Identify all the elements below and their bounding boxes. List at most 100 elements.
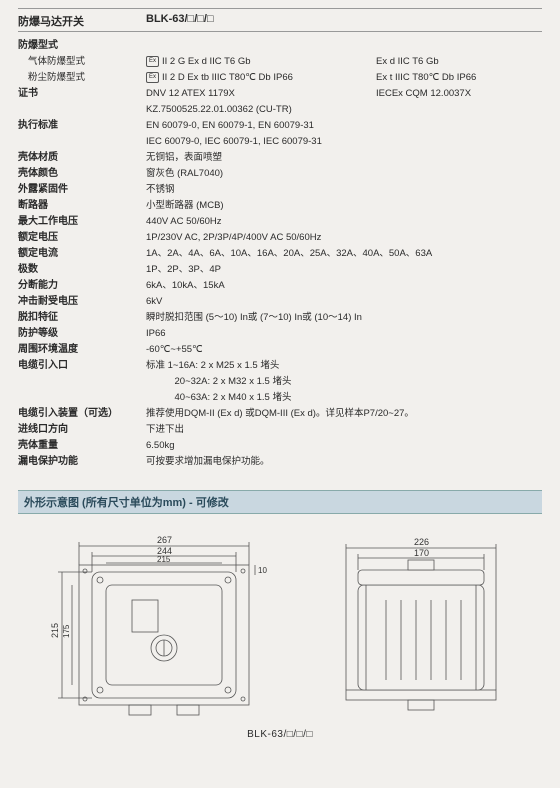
spec-row: 20~32A: 2 x M32 x 1.5 堵头 xyxy=(18,374,542,390)
spec-label xyxy=(18,390,146,406)
spec-label: 脱扣特征 xyxy=(18,310,146,326)
spec-value: 标准 1~16A: 2 x M25 x 1.5 堵头 xyxy=(146,358,542,374)
ex-marking-icon: Ex xyxy=(146,72,159,83)
spec-value: 1P/230V AC, 2P/3P/4P/400V AC 50/60Hz xyxy=(146,230,542,246)
spec-row: IEC 60079-0, IEC 60079-1, IEC 60079-31 xyxy=(18,134,542,150)
spec-row: 防爆型式 xyxy=(18,38,542,54)
spec-label: 壳体材质 xyxy=(18,150,146,166)
spec-row: 分断能力6kA、10kA、15kA xyxy=(18,278,542,294)
spec-value: IP66 xyxy=(146,326,542,342)
dim-267: 267 xyxy=(157,535,172,545)
spec-value-1: ExII 2 G Ex d IIC T6 Gb xyxy=(146,54,376,70)
header-row: 防爆马达开关 BLK-63/□/□/□ xyxy=(18,13,542,32)
model-number: BLK-63/□/□/□ xyxy=(146,13,376,29)
spec-row: 壳体材质无铜铝，表面喷塑 xyxy=(18,150,542,166)
spec-value: 1A、2A、4A、6A、10A、16A、20A、25A、32A、40A、50A、… xyxy=(146,246,542,262)
spec-value-2 xyxy=(376,134,542,150)
dimension-diagram: 267 244 215 10 215 175 xyxy=(18,524,542,725)
spec-label: 额定电压 xyxy=(18,230,146,246)
spec-row: 执行标准EN 60079-0, EN 60079-1, EN 60079-31 xyxy=(18,118,542,134)
spec-row: 气体防爆型式ExII 2 G Ex d IIC T6 GbEx d IIC T6… xyxy=(18,54,542,70)
spec-value: 1P、2P、3P、4P xyxy=(146,262,542,278)
dim-215b: 215 xyxy=(50,623,60,638)
spec-row: 额定电流1A、2A、4A、6A、10A、16A、20A、25A、32A、40A、… xyxy=(18,246,542,262)
spec-label: 电缆引入装置（可选） xyxy=(18,406,146,422)
spec-value: -60℃~+55℃ xyxy=(146,342,542,358)
spec-label: 周围环境温度 xyxy=(18,342,146,358)
dim-226: 226 xyxy=(414,537,429,547)
spec-label: 执行标准 xyxy=(18,118,146,134)
spec-value: 无铜铝，表面喷塑 xyxy=(146,150,542,166)
spec-label: 粉尘防爆型式 xyxy=(18,70,146,86)
side-view-svg: 226 170 xyxy=(316,530,526,725)
dim-10: 10 xyxy=(258,566,267,575)
dim-175: 175 xyxy=(62,624,71,638)
spec-label: 最大工作电压 xyxy=(18,214,146,230)
spec-table: 防爆型式气体防爆型式ExII 2 G Ex d IIC T6 GbEx d II… xyxy=(18,38,542,470)
spec-row: 壳体重量6.50kg xyxy=(18,438,542,454)
dim-170: 170 xyxy=(414,548,429,558)
spec-label: 外露紧固件 xyxy=(18,182,146,198)
spec-value: 6kV xyxy=(146,294,542,310)
spec-value: 6kA、10kA、15kA xyxy=(146,278,542,294)
spec-label: 证书 xyxy=(18,86,146,102)
spec-row: 极数1P、2P、3P、4P xyxy=(18,262,542,278)
spec-row: KZ.7500525.22.01.00362 (CU-TR) xyxy=(18,102,542,118)
spec-label: 防护等级 xyxy=(18,326,146,342)
spec-value: 可按要求增加漏电保护功能。 xyxy=(146,454,542,470)
spec-value-1: IEC 60079-0, IEC 60079-1, IEC 60079-31 xyxy=(146,134,376,150)
spec-label: 漏电保护功能 xyxy=(18,454,146,470)
spec-value-2 xyxy=(376,102,542,118)
spec-label: 极数 xyxy=(18,262,146,278)
spec-row: 周围环境温度-60℃~+55℃ xyxy=(18,342,542,358)
spec-label: 分断能力 xyxy=(18,278,146,294)
spec-row: 40~63A: 2 x M40 x 1.5 堵头 xyxy=(18,390,542,406)
spec-value-1: KZ.7500525.22.01.00362 (CU-TR) xyxy=(146,102,376,118)
section-title-dimensions: 外形示意图 (所有尺寸单位为mm) - 可修改 xyxy=(18,490,542,514)
spec-label xyxy=(18,374,146,390)
spec-row: 额定电压1P/230V AC, 2P/3P/4P/400V AC 50/60Hz xyxy=(18,230,542,246)
spec-label: 气体防爆型式 xyxy=(18,54,146,70)
spec-value: 小型断路器 (MCB) xyxy=(146,198,542,214)
spec-row: 最大工作电压440V AC 50/60Hz xyxy=(18,214,542,230)
spec-label: 断路器 xyxy=(18,198,146,214)
spec-value-1: ExII 2 D Ex tb IIIC T80℃ Db IP66 xyxy=(146,70,376,86)
spec-row: 粉尘防爆型式ExII 2 D Ex tb IIIC T80℃ Db IP66Ex… xyxy=(18,70,542,86)
spec-row: 壳体颜色窗灰色 (RAL7040) xyxy=(18,166,542,182)
spec-value: 20~32A: 2 x M32 x 1.5 堵头 xyxy=(146,374,542,390)
spec-row: 进线口方向下进下出 xyxy=(18,422,542,438)
spec-label: 电缆引入口 xyxy=(18,358,146,374)
spec-label: 进线口方向 xyxy=(18,422,146,438)
spec-row: 脱扣特征瞬时脱扣范围 (5～10) In或 (7～10) In或 (10～14)… xyxy=(18,310,542,326)
spec-value: 瞬时脱扣范围 (5～10) In或 (7～10) In或 (10～14) In xyxy=(146,310,542,326)
spec-value: 40~63A: 2 x M40 x 1.5 堵头 xyxy=(146,390,542,406)
spec-row: 断路器小型断路器 (MCB) xyxy=(18,198,542,214)
spec-row: 电缆引入装置（可选）推荐使用DQM-II (Ex d) 或DQM-III (Ex… xyxy=(18,406,542,422)
dim-215a: 215 xyxy=(157,555,171,564)
spec-label: 壳体颜色 xyxy=(18,166,146,182)
spec-value: 6.50kg xyxy=(146,438,542,454)
spec-value: 不锈钢 xyxy=(146,182,542,198)
spec-row: 外露紧固件不锈钢 xyxy=(18,182,542,198)
spec-value-1: EN 60079-0, EN 60079-1, EN 60079-31 xyxy=(146,118,376,134)
spec-value-2: Ex t IIIC T80℃ Db IP66 xyxy=(376,70,542,86)
ex-marking-icon: Ex xyxy=(146,56,159,67)
spec-label xyxy=(18,102,146,118)
front-view-svg: 267 244 215 10 215 175 xyxy=(34,530,284,725)
spec-value: 窗灰色 (RAL7040) xyxy=(146,166,542,182)
spec-label: 防爆型式 xyxy=(18,38,146,54)
spec-label: 壳体重量 xyxy=(18,438,146,454)
spec-value: 推荐使用DQM-II (Ex d) 或DQM-III (Ex d)。详见样本P7… xyxy=(146,406,542,422)
spec-label: 额定电流 xyxy=(18,246,146,262)
spec-value-1: DNV 12 ATEX 1179X xyxy=(146,86,376,102)
spec-value-2 xyxy=(376,118,542,134)
page-title: 防爆马达开关 xyxy=(18,13,146,29)
spec-row: 证书DNV 12 ATEX 1179XIECEx CQM 12.0037X xyxy=(18,86,542,102)
spec-value-2: IECEx CQM 12.0037X xyxy=(376,86,542,102)
spec-label: 冲击耐受电压 xyxy=(18,294,146,310)
spec-row: 漏电保护功能可按要求增加漏电保护功能。 xyxy=(18,454,542,470)
spec-label xyxy=(18,134,146,150)
spec-row: 电缆引入口标准 1~16A: 2 x M25 x 1.5 堵头 xyxy=(18,358,542,374)
spec-row: 防护等级IP66 xyxy=(18,326,542,342)
diagram-model-label: BLK-63/□/□/□ xyxy=(18,729,542,740)
